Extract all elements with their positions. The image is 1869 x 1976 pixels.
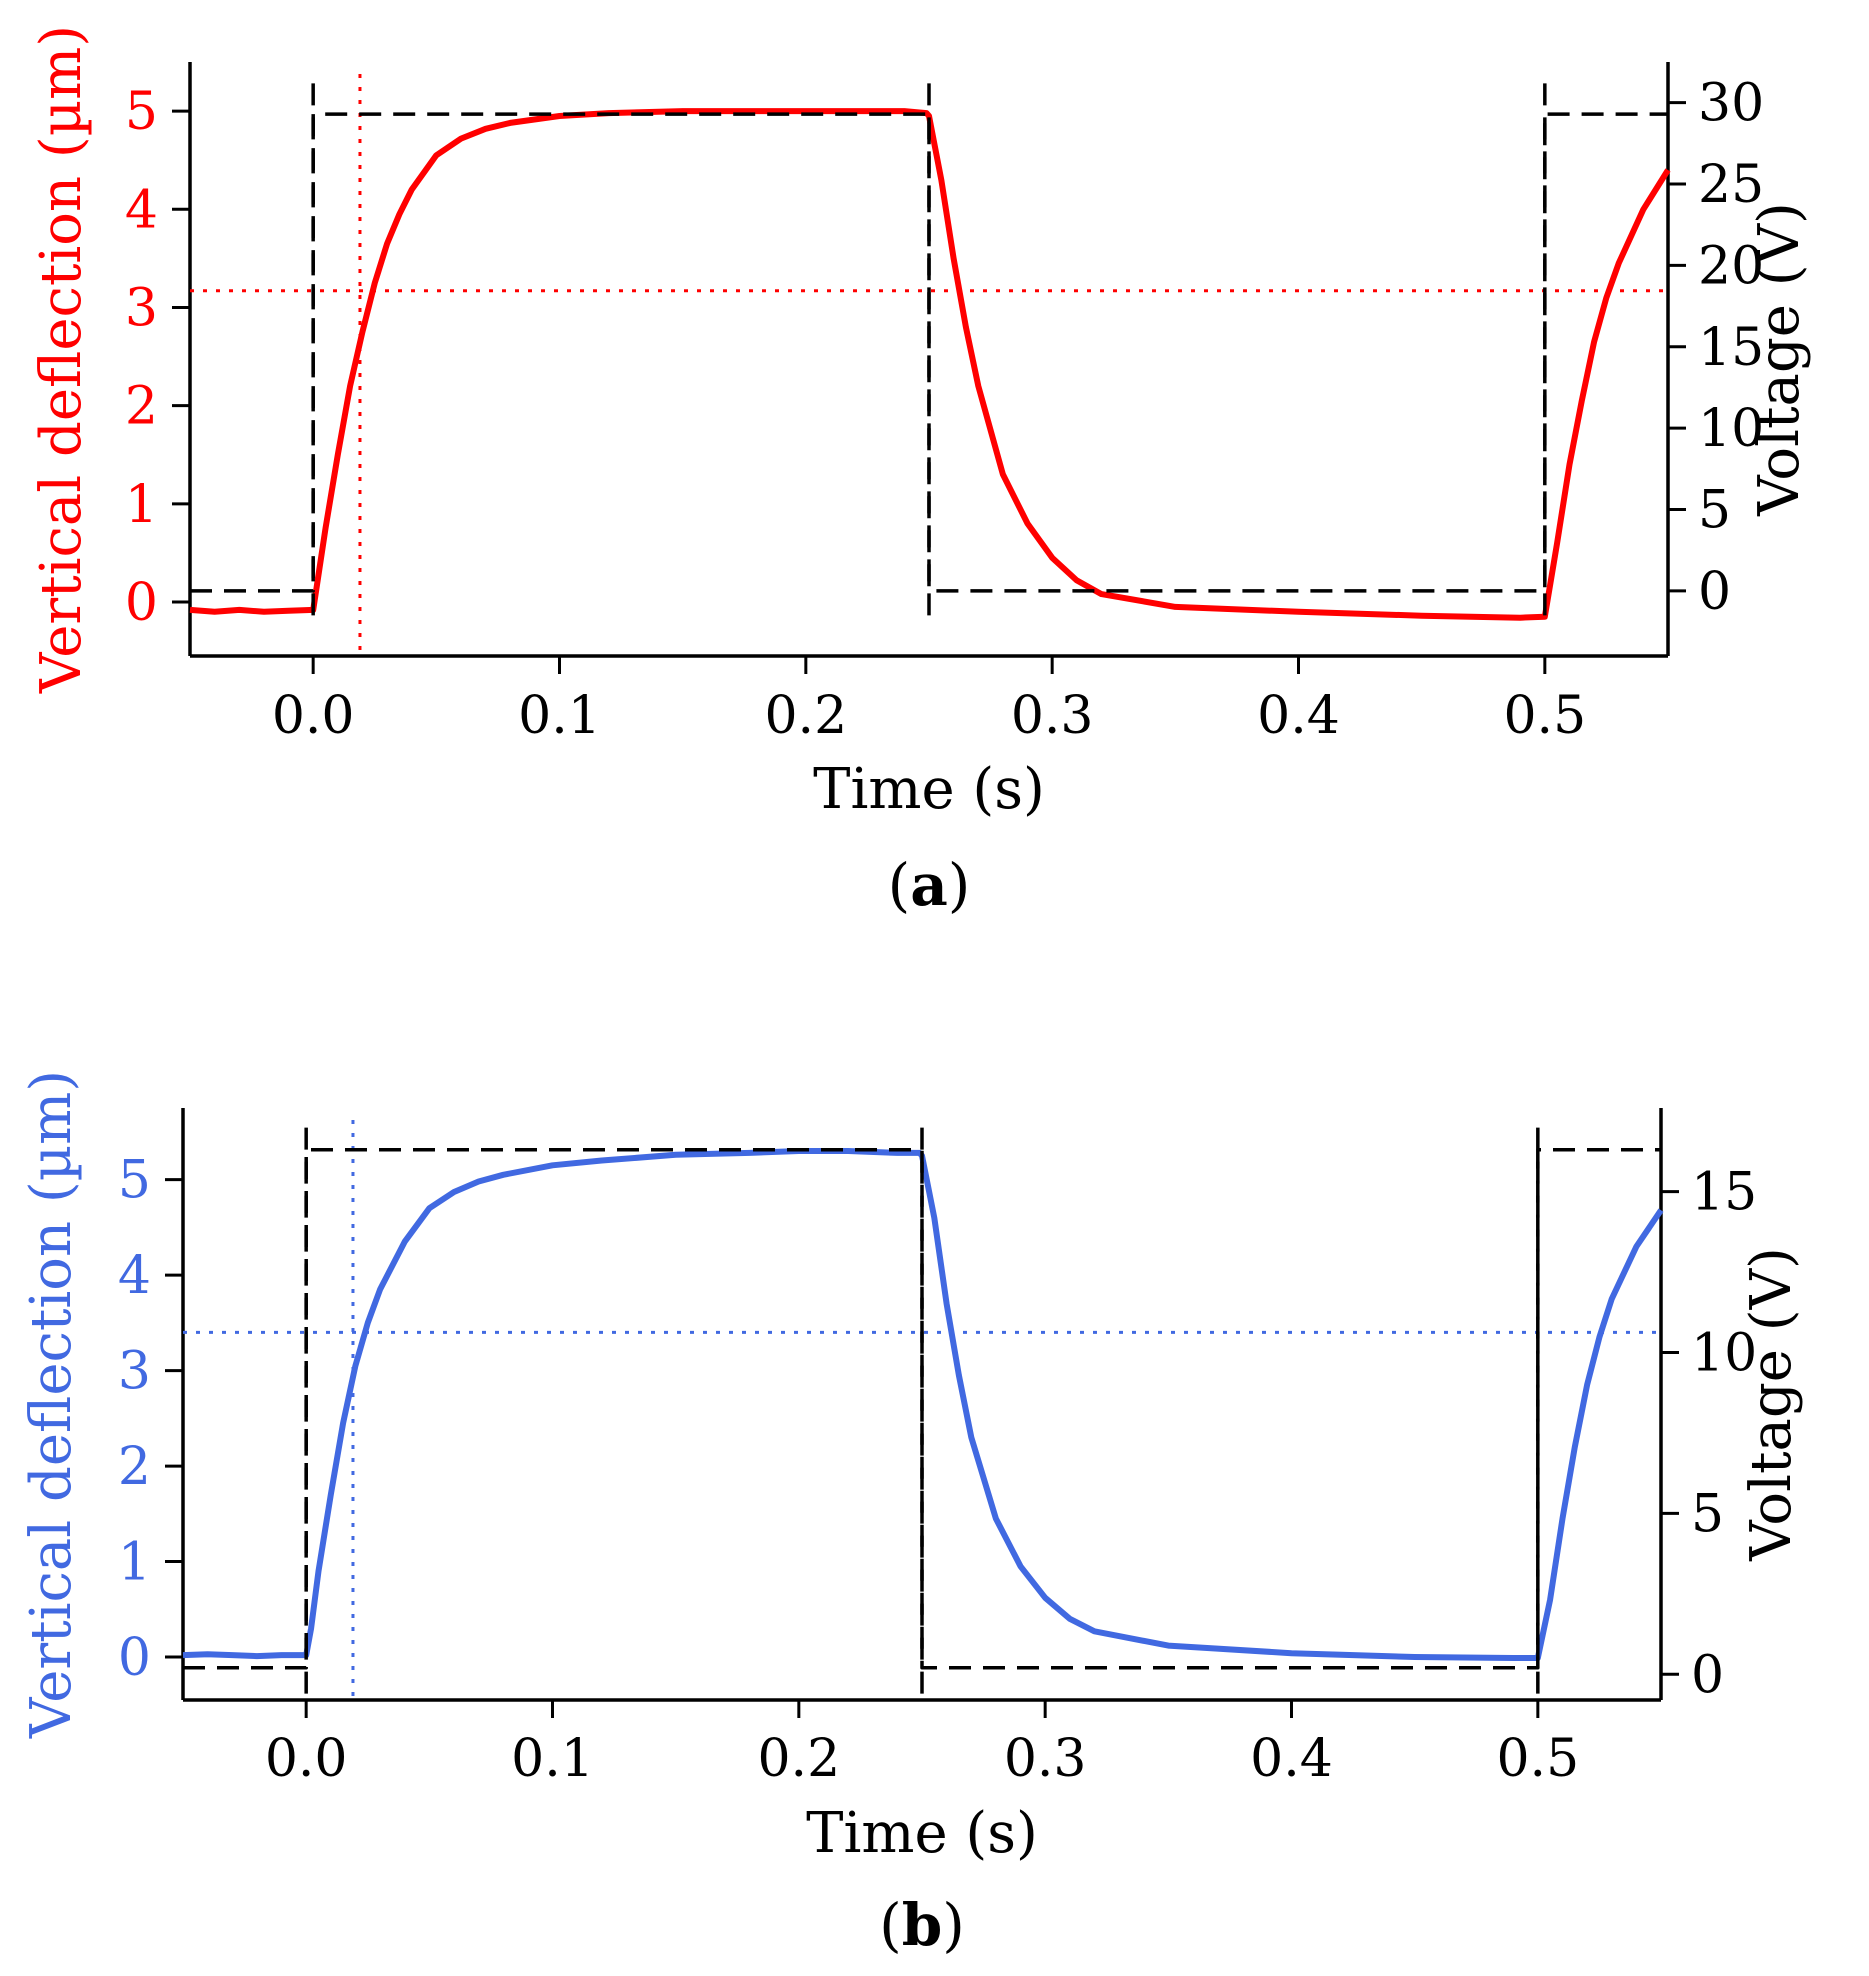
chart-panel-a: 0.0 0.1 0.2 0.3 0.4 0.5 0 1 2 3 4 5 0 5 10 15 20 25 30 Time… — [29, 25, 1812, 919]
left-y-tick-label: 2 — [125, 377, 158, 437]
left-y-axis-title: Vertical deflection (µm) — [29, 25, 94, 694]
x-tick-label: 0.3 — [1011, 686, 1094, 746]
x-tick-label: 0.4 — [1257, 686, 1340, 746]
right-y-tick-label: 15 — [1691, 1163, 1757, 1223]
right-y-tick-label: 20 — [1698, 236, 1764, 296]
x-tick-label: 0.3 — [1004, 1729, 1087, 1789]
left-y-axis-title: Vertical deflection (µm) — [19, 1070, 84, 1739]
right-y-tick-label: 25 — [1698, 155, 1764, 215]
left-y-tick-label: 2 — [118, 1437, 151, 1497]
right-y-tick-label: 15 — [1698, 318, 1764, 378]
right-y-tick-label: 5 — [1691, 1484, 1724, 1544]
x-tick-label: 0.0 — [265, 1729, 348, 1789]
right-y-tick-label: 0 — [1691, 1645, 1724, 1705]
x-axis-title: Time (s) — [813, 757, 1045, 822]
left-y-tick-label: 5 — [125, 82, 158, 142]
x-tick-label: 0.2 — [764, 686, 847, 746]
caption-close-paren: ) — [948, 851, 971, 919]
caption-letter: a — [910, 851, 948, 919]
left-y-tick-label: 0 — [125, 573, 158, 633]
caption-close-paren: ) — [942, 1891, 965, 1959]
left-y-tick-label: 1 — [118, 1533, 151, 1593]
right-y-tick-label: 5 — [1698, 481, 1731, 541]
left-y-tick-label: 5 — [118, 1151, 151, 1211]
right-y-tick-label: 10 — [1698, 399, 1764, 459]
right-y-axis-title: Voltage (V) — [1739, 1247, 1804, 1562]
deflection-series-line — [189, 108, 1671, 621]
panel-caption: (a) — [888, 851, 971, 919]
left-y-tick-label: 3 — [125, 278, 158, 338]
x-tick-label: 0.1 — [518, 686, 601, 746]
x-tick-label: 0.4 — [1250, 1729, 1333, 1789]
left-y-tick-label: 4 — [118, 1246, 151, 1306]
right-y-tick-label: 10 — [1691, 1324, 1757, 1384]
right-y-tick-label: 0 — [1698, 562, 1731, 622]
left-y-tick-label: 0 — [118, 1628, 151, 1688]
chart-panel-b: 0.0 0.1 0.2 0.3 0.4 0.5 0 1 2 3 4 5 0 5 10 15 Time (s) Ve… — [19, 1070, 1804, 1959]
x-tick-label: 0.2 — [757, 1729, 840, 1789]
left-y-tick-label: 1 — [125, 475, 158, 535]
left-y-tick-label: 4 — [125, 180, 158, 240]
left-y-tick-label: 3 — [118, 1342, 151, 1402]
caption-letter: b — [902, 1891, 943, 1959]
x-tick-label: 0.0 — [272, 686, 355, 746]
x-tick-label: 0.1 — [511, 1729, 594, 1789]
x-tick-label: 0.5 — [1496, 1729, 1579, 1789]
x-tick-label: 0.5 — [1503, 686, 1586, 746]
panel-caption: (b) — [879, 1891, 965, 1959]
right-y-tick-label: 30 — [1698, 74, 1764, 134]
caption-open-paren: ( — [888, 851, 911, 919]
x-axis-title: Time (s) — [806, 1801, 1038, 1866]
caption-open-paren: ( — [879, 1891, 902, 1959]
right-y-axis-title: Voltage (V) — [1747, 202, 1812, 517]
